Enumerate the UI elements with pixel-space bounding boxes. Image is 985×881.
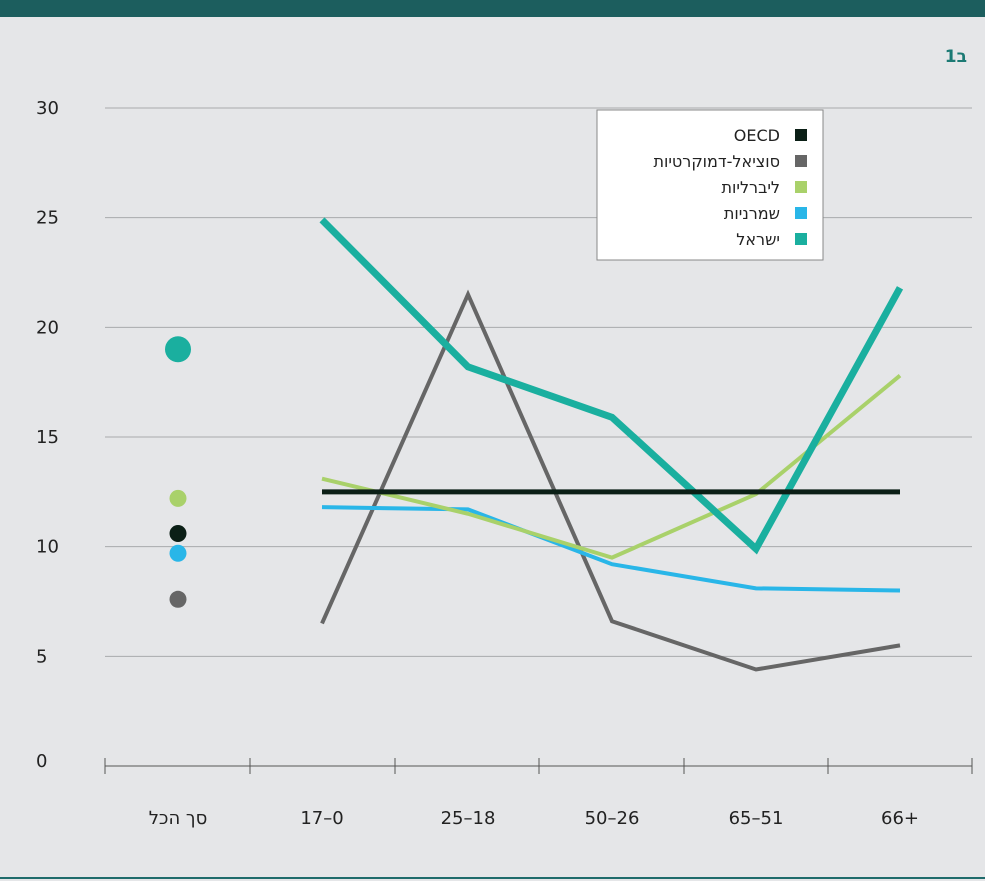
legend-swatch-OECD <box>795 129 807 141</box>
legend-label-israel: ישראל <box>736 230 780 249</box>
legend-swatch-social <box>795 155 807 167</box>
series-line-liberal <box>321 374 902 560</box>
total-dot-social <box>169 590 187 608</box>
y-tick-label-10: 10 <box>36 537 59 558</box>
legend-label-liberal: ליברליות <box>722 178 781 197</box>
total-dot-israel <box>165 336 191 363</box>
series-line-social <box>320 289 901 672</box>
legend-swatch-israel <box>795 233 807 245</box>
x-tick-label-3: 50–26 <box>585 808 640 829</box>
x-tick-label-2: 25–18 <box>441 808 496 829</box>
y-tick-label-25: 25 <box>36 208 59 229</box>
x-tick-label-5: 66+ <box>881 808 919 829</box>
y-tick-label-30: 30 <box>36 98 59 119</box>
legend-label-social: סוציאל-דמוקרטיות <box>653 152 780 171</box>
total-dot-OECD <box>169 525 187 543</box>
x-tick-label-4: 65–51 <box>729 808 784 829</box>
x-tick-label-0: סך הכל <box>149 808 208 829</box>
figure-label: 1ב <box>944 47 967 67</box>
total-dot-liberal <box>169 489 187 507</box>
y-tick-label-20: 20 <box>36 317 59 338</box>
legend-box <box>596 109 824 261</box>
x-tick-label-1: 17–0 <box>300 808 343 829</box>
legend-swatch-liberal <box>795 181 807 193</box>
legend-label-conservative: שמרניות <box>724 204 780 223</box>
y-tick-label-0: 0 <box>36 751 47 772</box>
header-bar <box>0 0 985 17</box>
total-dot-conservative <box>169 544 187 562</box>
legend-swatch-conservative <box>795 207 807 219</box>
series-line-conservative <box>321 505 901 593</box>
y-tick-label-15: 15 <box>36 427 59 448</box>
bottom-rule <box>0 877 985 879</box>
y-tick-label-5: 5 <box>36 646 47 667</box>
legend-label-OECD: OECD <box>734 126 780 145</box>
